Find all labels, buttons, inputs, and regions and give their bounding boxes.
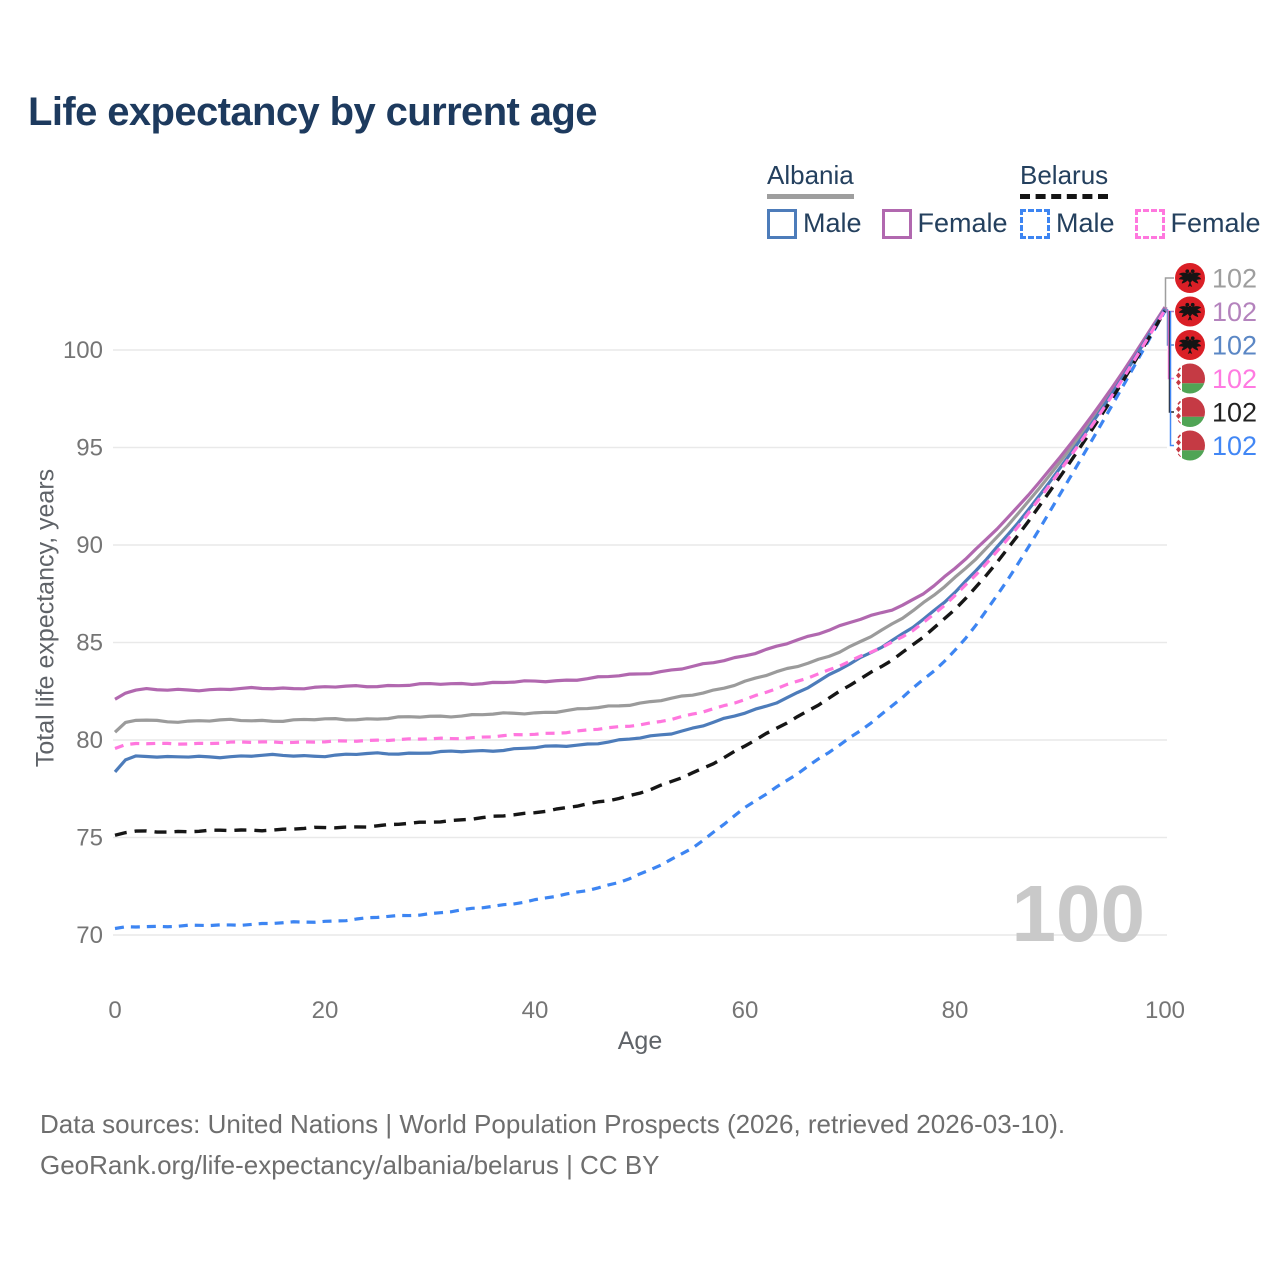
- end-label-value: 102: [1212, 398, 1257, 428]
- x-tick-label: 40: [522, 997, 549, 1024]
- y-axis-title: Total life expectancy, years: [31, 468, 60, 768]
- y-tick-label: 70: [76, 922, 103, 949]
- x-tick-label: 20: [312, 997, 339, 1024]
- x-tick-label: 0: [108, 997, 121, 1024]
- legend-item-albania-male[interactable]: Male: [767, 208, 862, 239]
- legend-title-albania: Albania: [767, 160, 854, 199]
- end-label-connector: [1169, 311, 1174, 447]
- legend-item-belarus-male[interactable]: Male: [1020, 208, 1115, 239]
- page-title: Life expectancy by current age: [28, 90, 598, 134]
- albania-flag-icon: [1175, 263, 1205, 293]
- albania-flag-icon: [1175, 296, 1205, 327]
- series-line-albania-male[interactable]: [113, 308, 1167, 773]
- y-tick-label: 75: [76, 825, 103, 852]
- end-label-connector: [1168, 311, 1174, 413]
- end-label-value: 102: [1212, 297, 1257, 327]
- x-axis-title: Age: [618, 1027, 662, 1055]
- legend-title-belarus: Belarus: [1020, 160, 1109, 199]
- y-tick-label: 95: [76, 435, 103, 462]
- legend-label-belarus-male: Male: [1056, 208, 1115, 238]
- belarus-male-checkbox[interactable]: [1020, 208, 1050, 239]
- legend-item-belarus-female[interactable]: Female: [1134, 208, 1261, 239]
- y-tick-label: 85: [76, 630, 103, 657]
- current-age-watermark: 100: [1012, 869, 1145, 958]
- belarus-flag-icon: [1175, 363, 1205, 394]
- belarus-flag-icon: [1175, 430, 1205, 461]
- x-tick-label: 100: [1145, 997, 1185, 1024]
- albania-male-checkbox[interactable]: [767, 208, 797, 239]
- legend-group-belarus: Belarus Male Female: [1020, 160, 1261, 239]
- legend-label-albania-male: Male: [803, 208, 862, 238]
- series-line-belarus-female[interactable]: [114, 309, 1167, 751]
- legend-label-albania-female: Female: [917, 208, 1008, 238]
- series-line-belarus-total[interactable]: [114, 310, 1167, 837]
- footer: Data sources: United Nations | World Pop…: [40, 1104, 1065, 1186]
- y-tick-label: 100: [63, 337, 103, 364]
- albania-female-checkbox[interactable]: [881, 208, 912, 239]
- x-tick-label: 60: [732, 997, 759, 1024]
- y-tick-label: 90: [76, 532, 103, 559]
- series-line-albania-total[interactable]: [113, 307, 1167, 734]
- belarus-female-checkbox[interactable]: [1134, 208, 1165, 239]
- albania-flag-icon: [1175, 330, 1205, 360]
- x-tick-label: 80: [942, 997, 969, 1024]
- y-tick-label: 80: [76, 727, 103, 754]
- end-label-value: 102: [1212, 264, 1257, 294]
- belarus-flag-icon: [1175, 397, 1205, 427]
- legend-item-albania-female[interactable]: Female: [881, 208, 1008, 239]
- footer-url-line: GeoRank.org/life-expectancy/albania/bela…: [40, 1150, 660, 1180]
- end-label-value: 102: [1212, 431, 1257, 461]
- end-label-connector: [1166, 309, 1174, 346]
- series-line-belarus-male[interactable]: [114, 310, 1167, 931]
- footer-sources-line: Data sources: United Nations | World Pop…: [40, 1109, 1066, 1139]
- legend-label-belarus-female: Female: [1170, 208, 1261, 238]
- end-label-connector: [1164, 277, 1174, 309]
- series-line-albania-female[interactable]: [114, 306, 1167, 701]
- legend-group-albania: Albania Male Female: [767, 160, 1008, 239]
- end-label-connector: [1165, 307, 1174, 313]
- end-label-connector: [1167, 310, 1174, 380]
- end-label-value: 102: [1212, 364, 1257, 394]
- end-label-value: 102: [1212, 331, 1257, 361]
